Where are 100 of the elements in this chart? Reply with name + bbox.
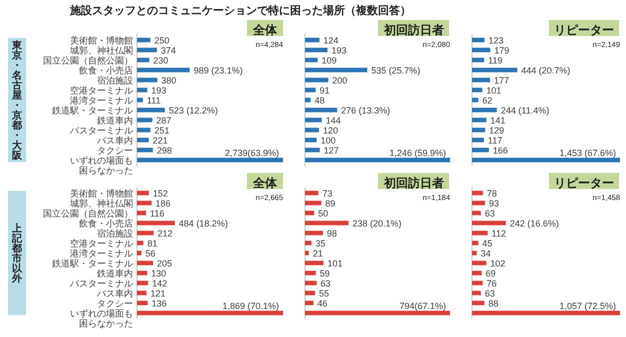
bar [472, 300, 484, 306]
bar [305, 58, 318, 62]
bar [305, 250, 309, 256]
bar [137, 38, 150, 42]
data-label: 244 (11.4%) [500, 106, 550, 116]
bar [137, 118, 152, 122]
data-label: 91 [320, 86, 330, 96]
bar [305, 68, 368, 72]
y-tick-label: タクシー [97, 298, 133, 308]
bar [472, 118, 486, 122]
data-label: 200 [332, 76, 348, 86]
bar [137, 108, 165, 112]
y-tick-label: 鉄道車内 [97, 116, 133, 126]
data-label: 238 (20.1%) [352, 218, 402, 228]
bar [137, 158, 283, 162]
data-label: 380 [161, 76, 176, 86]
y-tick-label: 城郭、神社仏閣 [69, 198, 133, 208]
data-label: 221 [152, 136, 168, 146]
data-label: 34 [480, 248, 491, 258]
data-label: 242 (16.6%) [510, 218, 559, 228]
bar [472, 250, 477, 256]
bar [137, 230, 154, 236]
bar [472, 190, 483, 196]
data-label: 251 [154, 126, 170, 136]
bar [305, 158, 450, 162]
data-label: 88 [488, 298, 498, 308]
data-label: 121 [150, 288, 166, 298]
bar [137, 280, 148, 286]
data-label: 130 [151, 268, 166, 278]
bar [305, 88, 316, 92]
data-label: 523 (12.2%) [168, 106, 218, 116]
bar [305, 280, 317, 286]
bar [137, 310, 283, 316]
y-tick-label: 港湾ターミナル [70, 248, 133, 258]
data-label: 141 [490, 116, 506, 126]
data-label: 484 (18.2%) [178, 218, 228, 228]
data-label: 46 [317, 298, 328, 308]
bar [305, 270, 316, 276]
data-label: 81 [147, 238, 158, 248]
data-label: 136 [152, 298, 167, 308]
data-label: 100 [320, 136, 336, 146]
bar [305, 98, 311, 102]
y-tick-label: バス車内 [96, 288, 133, 298]
data-label: 205 [157, 258, 172, 268]
chart-title: 全体 [252, 23, 278, 37]
y-tick-label: 空港ターミナル [70, 86, 133, 96]
data-label: 152 [152, 188, 168, 198]
bar [137, 300, 148, 306]
bar [305, 108, 338, 112]
y-tick-label: いずれの場面も困らなかった [70, 308, 133, 328]
bar [472, 128, 486, 132]
y-tick-label: タクシー [97, 146, 133, 156]
bar [472, 310, 620, 316]
y-tick-label: 鉄道駅・ターミナル [52, 258, 133, 268]
data-label: 56 [145, 248, 156, 258]
bar [137, 210, 146, 216]
bar [472, 98, 478, 102]
y-tick-label: バスターミナル [69, 126, 133, 136]
bar [472, 48, 490, 52]
data-label: 124 [323, 36, 338, 46]
y-tick-label: 国立公園（自然公園） [43, 56, 133, 66]
data-label: 1,453 (67.6%) [559, 148, 616, 158]
data-label: 101 [327, 258, 342, 268]
data-label: 78 [486, 188, 497, 198]
bar [305, 48, 328, 52]
data-label: 123 [488, 36, 504, 46]
data-label: 142 [152, 278, 168, 288]
data-label: 794(67.1%) [399, 301, 446, 311]
y-tick-label: 美術館・博物館 [70, 188, 133, 198]
bar [472, 88, 482, 92]
data-label: 120 [322, 126, 338, 136]
bar [472, 230, 488, 236]
bar [137, 260, 154, 266]
chart-title: 全体 [252, 176, 278, 190]
bar [472, 78, 490, 82]
data-label: 117 [488, 136, 502, 146]
bar [137, 240, 144, 246]
data-label: 298 [156, 146, 172, 156]
bar [137, 128, 150, 132]
data-label: 989 (23.1%) [194, 66, 243, 76]
bar [472, 158, 620, 162]
data-label: 193 [331, 46, 346, 56]
chart-title: 初回訪日者 [383, 23, 444, 37]
data-label: 535 (25.7%) [371, 66, 420, 76]
text: 施設スタッフとのコミュニケーションで特に困った場所（複数回答） [69, 4, 411, 17]
data-label: 127 [324, 146, 339, 156]
y-tick-label: 鉄道駅・ターミナル [52, 106, 133, 116]
bar [137, 148, 153, 152]
data-label: 193 [151, 86, 166, 96]
bar [137, 88, 148, 92]
data-label: 21 [312, 248, 323, 258]
bar [305, 230, 323, 236]
bar [472, 148, 489, 152]
bar [305, 310, 450, 316]
bar [137, 220, 175, 226]
data-label: 1,869 (70.1%) [222, 301, 279, 311]
data-label: 374 [160, 46, 176, 56]
bar [472, 290, 481, 296]
data-label: 1,246 (59.9%) [389, 148, 446, 158]
data-label: 50 [318, 208, 328, 218]
